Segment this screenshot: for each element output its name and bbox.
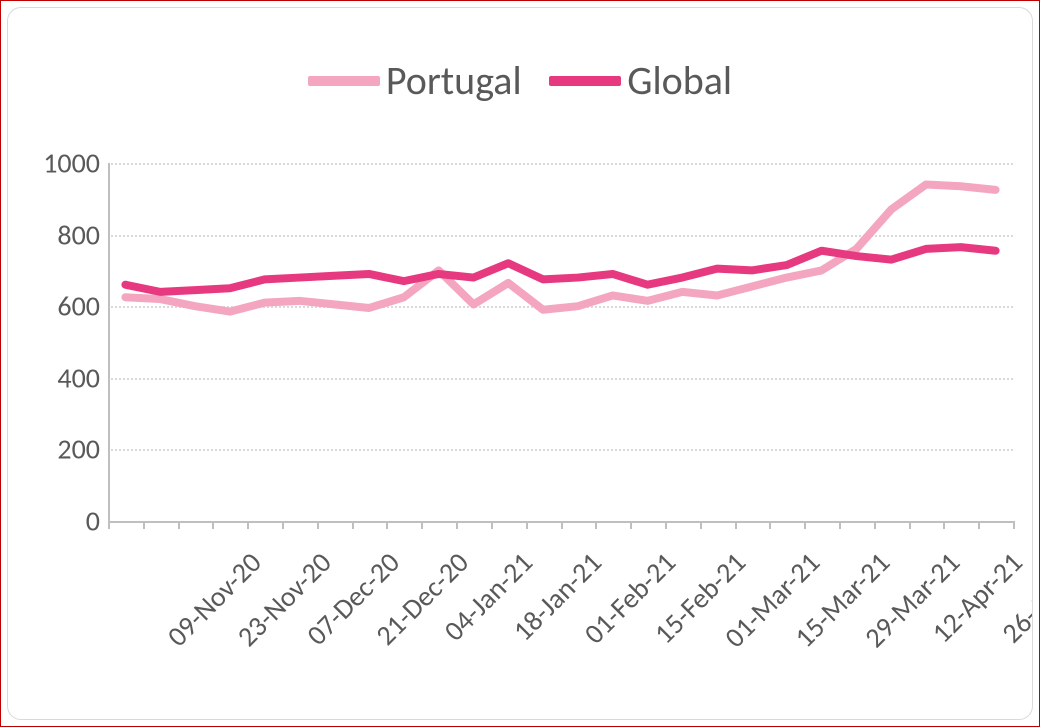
x-tick-mark bbox=[491, 521, 493, 529]
y-tick-label: 400 bbox=[57, 360, 108, 395]
series-global bbox=[125, 247, 995, 292]
outer-frame: Portugal Global 0200400600800100009-Nov-… bbox=[0, 0, 1040, 727]
x-tick-mark bbox=[595, 521, 597, 529]
x-tick-mark bbox=[282, 521, 284, 529]
x-tick-mark bbox=[143, 521, 145, 529]
legend: Portugal Global bbox=[8, 56, 1032, 105]
x-tick-mark bbox=[1013, 521, 1015, 529]
x-tick-mark bbox=[665, 521, 667, 529]
x-tick-mark bbox=[943, 521, 945, 529]
plot-area: 0200400600800100009-Nov-2023-Nov-2007-De… bbox=[108, 163, 1013, 521]
x-tick-mark bbox=[421, 521, 423, 529]
series-portugal bbox=[125, 184, 995, 311]
legend-swatch-portugal bbox=[308, 76, 380, 86]
x-tick-mark bbox=[317, 521, 319, 529]
y-tick-label: 600 bbox=[57, 289, 108, 324]
legend-item-portugal: Portugal bbox=[308, 56, 522, 105]
series-layer bbox=[108, 163, 1013, 521]
x-tick-mark bbox=[874, 521, 876, 529]
y-tick-label: 0 bbox=[86, 504, 108, 539]
y-tick-label: 800 bbox=[57, 217, 108, 252]
x-tick-mark bbox=[526, 521, 528, 529]
x-tick-mark bbox=[386, 521, 388, 529]
y-tick-label: 200 bbox=[57, 432, 108, 467]
x-tick-mark bbox=[804, 521, 806, 529]
legend-swatch-global bbox=[549, 76, 621, 86]
legend-label-portugal: Portugal bbox=[386, 56, 522, 105]
x-tick-mark bbox=[352, 521, 354, 529]
chart-panel: Portugal Global 0200400600800100009-Nov-… bbox=[7, 7, 1033, 720]
x-tick-mark bbox=[456, 521, 458, 529]
x-tick-mark bbox=[909, 521, 911, 529]
x-tick-mark bbox=[978, 521, 980, 529]
x-tick-mark bbox=[735, 521, 737, 529]
y-tick-label: 1000 bbox=[43, 146, 108, 181]
x-tick-mark bbox=[178, 521, 180, 529]
x-tick-mark bbox=[108, 521, 110, 529]
x-tick-mark bbox=[247, 521, 249, 529]
x-tick-mark bbox=[839, 521, 841, 529]
legend-label-global: Global bbox=[627, 56, 732, 105]
x-tick-mark bbox=[700, 521, 702, 529]
x-tick-mark bbox=[561, 521, 563, 529]
x-tick-mark bbox=[769, 521, 771, 529]
x-tick-mark bbox=[630, 521, 632, 529]
x-tick-mark bbox=[212, 521, 214, 529]
legend-item-global: Global bbox=[549, 56, 732, 105]
